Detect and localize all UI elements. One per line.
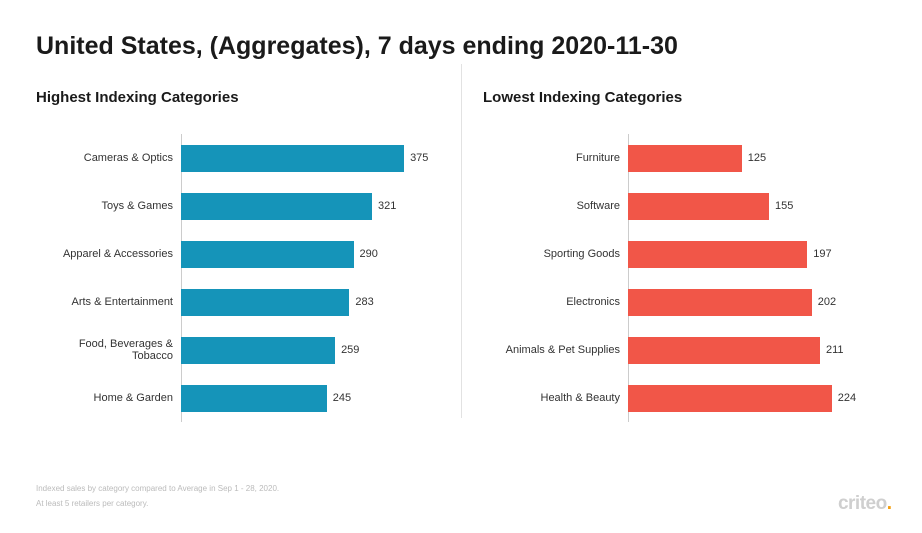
left-subtitle: Highest Indexing Categories (36, 89, 439, 106)
bar-label: Food, Beverages & Tobacco (36, 338, 181, 362)
bar (628, 385, 832, 412)
bar-value: 202 (818, 296, 836, 308)
bar-area: 321 (181, 193, 439, 220)
left-bars: Cameras & Optics 375 Toys & Games 321 Appare… (36, 134, 439, 422)
bar-value: 155 (775, 200, 793, 212)
bar (628, 241, 807, 268)
bar-value: 125 (748, 152, 766, 164)
bar-area: 202 (628, 289, 886, 316)
bar-value: 321 (378, 200, 396, 212)
bar-value: 245 (333, 392, 351, 404)
left-chart-column: Highest Indexing Categories Cameras & Op… (36, 89, 461, 422)
bar (181, 337, 335, 364)
footnote-line: Indexed sales by category compared to Av… (36, 481, 279, 496)
bar-label: Electronics (483, 296, 628, 308)
bar-label: Furniture (483, 152, 628, 164)
bar-value: 224 (838, 392, 856, 404)
bar (628, 337, 820, 364)
left-axis (181, 134, 182, 422)
bar-label: Sporting Goods (483, 248, 628, 260)
bar-label: Arts & Entertainment (36, 296, 181, 308)
bar-row: Furniture 125 (483, 134, 886, 182)
bar (181, 385, 327, 412)
bar (181, 289, 349, 316)
bar-area: 290 (181, 241, 439, 268)
page-title: United States, (Aggregates), 7 days endi… (36, 32, 886, 61)
bar-label: Animals & Pet Supplies (483, 344, 628, 356)
bar-value: 290 (360, 248, 378, 260)
footnote-line: At least 5 retailers per category. (36, 496, 279, 511)
bar-row: Food, Beverages & Tobacco 259 (36, 326, 439, 374)
bar-label: Health & Beauty (483, 392, 628, 404)
bar-value: 211 (826, 344, 844, 356)
bar-area: 197 (628, 241, 886, 268)
footnotes: Indexed sales by category compared to Av… (36, 481, 279, 511)
bar-row: Sporting Goods 197 (483, 230, 886, 278)
bar-row: Toys & Games 321 (36, 182, 439, 230)
bar-row: Cameras & Optics 375 (36, 134, 439, 182)
bar (181, 145, 404, 172)
bar-area: 375 (181, 145, 439, 172)
bar-label: Software (483, 200, 628, 212)
bar-row: Health & Beauty 224 (483, 374, 886, 422)
bar-row: Animals & Pet Supplies 211 (483, 326, 886, 374)
bar (181, 241, 354, 268)
bar-label: Cameras & Optics (36, 152, 181, 164)
bar-row: Home & Garden 245 (36, 374, 439, 422)
bar-row: Software 155 (483, 182, 886, 230)
bar-value: 283 (355, 296, 373, 308)
bar-area: 155 (628, 193, 886, 220)
bar-label: Home & Garden (36, 392, 181, 404)
bar-value: 197 (813, 248, 831, 260)
bar-row: Apparel & Accessories 290 (36, 230, 439, 278)
bar-value: 375 (410, 152, 428, 164)
charts-container: Highest Indexing Categories Cameras & Op… (36, 89, 886, 422)
right-axis (628, 134, 629, 422)
logo: criteo. (838, 493, 894, 515)
bar (628, 145, 742, 172)
bar (181, 193, 372, 220)
bar-label: Toys & Games (36, 200, 181, 212)
logo-text: criteo (838, 493, 887, 514)
bar (628, 193, 769, 220)
bar-row: Electronics 202 (483, 278, 886, 326)
bar-area: 245 (181, 385, 439, 412)
bar-area: 125 (628, 145, 886, 172)
bar-area: 283 (181, 289, 439, 316)
bar-area: 259 (181, 337, 439, 364)
logo-dot-icon: . (887, 493, 894, 514)
bar-value: 259 (341, 344, 359, 356)
bar (628, 289, 812, 316)
bar-label: Apparel & Accessories (36, 248, 181, 260)
right-subtitle: Lowest Indexing Categories (483, 89, 886, 106)
bar-area: 211 (628, 337, 886, 364)
right-chart-column: Lowest Indexing Categories Furniture 125 S… (461, 89, 886, 422)
bar-area: 224 (628, 385, 886, 412)
right-bars: Furniture 125 Software 155 Sporting Goods 197… (483, 134, 886, 422)
bar-row: Arts & Entertainment 283 (36, 278, 439, 326)
